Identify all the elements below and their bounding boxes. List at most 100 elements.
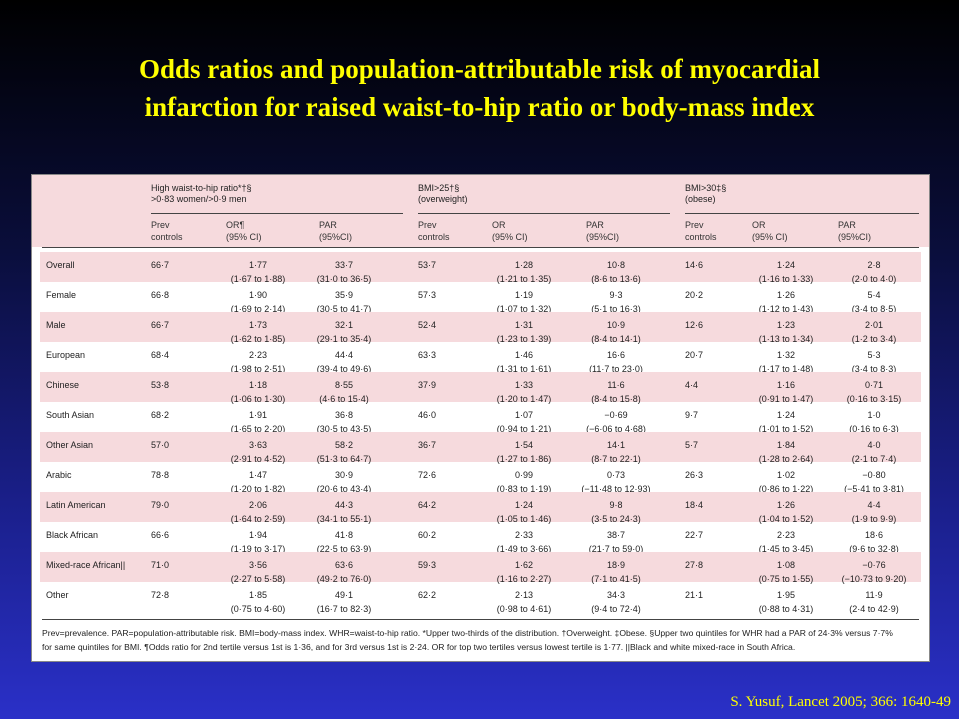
point-estimate: 2·23 (776, 530, 795, 540)
par-cell: 36·8 (30·5 to 43·5) (302, 408, 386, 436)
confidence-interval: (7·1 to 41·5) (591, 574, 641, 584)
point-estimate: 1·84 (776, 440, 795, 450)
prevalence-cell: 72·6 (418, 470, 437, 480)
confidence-interval: (1·62 to 1·85) (230, 334, 286, 344)
odds-ratio-cell: 1·54 (1·27 to 1·86) (478, 438, 570, 466)
table-row: European 68·4 2·23 (1·98 to 2·51) 44·4 (39·4 … (40, 342, 921, 374)
title-line-1: Odds ratios and population-attributable … (138, 54, 821, 84)
par-cell: 44·3 (34·1 to 55·1) (302, 498, 386, 526)
point-estimate: 8·55 (334, 380, 353, 390)
confidence-interval: (1·67 to 1·88) (230, 274, 286, 284)
prevalence-cell: 66·8 (151, 290, 170, 300)
confidence-interval: (3·4 to 8·5) (851, 304, 897, 314)
point-estimate: 1·0 (867, 410, 881, 420)
odds-ratio-cell: 1·24 (1·01 to 1·52) (740, 408, 832, 436)
par-cell: 14·1 (8·7 to 22·1) (562, 438, 670, 466)
row-label: European (46, 350, 86, 360)
prevalence-cell: 14·6 (685, 260, 704, 270)
confidence-interval: (−5·41 to 3·81) (844, 484, 904, 494)
point-estimate: 11·9 (865, 590, 883, 600)
odds-ratio-cell: 1·47 (1·20 to 1·82) (212, 468, 304, 496)
confidence-interval: (34·1 to 55·1) (316, 514, 372, 524)
prevalence-cell: 53·8 (151, 380, 170, 390)
point-estimate: 0·71 (864, 380, 883, 390)
table-row: Latin American 79·0 2·06 (1·64 to 2·59) 44·3… (40, 492, 921, 524)
point-estimate: 1·95 (776, 590, 795, 600)
point-estimate: 32·1 (334, 320, 353, 330)
prevalence-cell: 27·8 (685, 560, 704, 570)
odds-ratio-cell: 2·06 (1·64 to 2·59) (212, 498, 304, 526)
point-estimate: 30·9 (334, 470, 353, 480)
confidence-interval: (3·5 to 24·3) (591, 514, 641, 524)
confidence-interval: (1·12 to 1·43) (758, 304, 814, 314)
confidence-interval: (0·75 to 4·60) (230, 604, 286, 614)
confidence-interval: (0·98 to 4·61) (496, 604, 552, 614)
point-estimate: −0·80 (862, 470, 886, 480)
odds-ratio-cell: 1·24 (1·16 to 1·33) (740, 258, 832, 286)
confidence-interval: (31·0 to 36·5) (316, 274, 372, 284)
row-label: Other (46, 590, 69, 600)
odds-ratio-cell: 2·23 (1·98 to 2·51) (212, 348, 304, 376)
group-header-bmi25: BMI>25†§ (overweight) (418, 183, 468, 205)
confidence-interval: (0·83 to 1·19) (496, 484, 552, 494)
subheader-or: OR (95% CI) (492, 220, 528, 242)
prevalence-cell: 46·0 (418, 410, 437, 420)
prevalence-cell: 20·7 (685, 350, 704, 360)
confidence-interval: (0·16 to 6·3) (849, 424, 899, 434)
confidence-interval: (30·5 to 41·7) (316, 304, 372, 314)
point-estimate: 35·9 (334, 290, 353, 300)
point-estimate: 1·85 (248, 590, 267, 600)
confidence-interval: (−11·48 to 12·93) (581, 484, 651, 494)
odds-ratio-cell: 1·77 (1·67 to 1·88) (212, 258, 304, 286)
point-estimate: 1·62 (514, 560, 533, 570)
point-estimate: 1·91 (248, 410, 267, 420)
confidence-interval: (21·7 to 59·0) (588, 544, 644, 554)
point-estimate: 2·06 (248, 500, 267, 510)
subheader-prev: Prev controls (418, 220, 450, 242)
point-estimate: 0·73 (606, 470, 625, 480)
subheader-par: PAR (95%CI) (586, 220, 620, 242)
point-estimate: 1·77 (248, 260, 267, 270)
par-cell: 5·3 (3·4 to 8·3) (830, 348, 918, 376)
odds-ratio-cell: 1·31 (1·23 to 1·39) (478, 318, 570, 346)
point-estimate: 1·54 (514, 440, 533, 450)
prevalence-cell: 36·7 (418, 440, 437, 450)
row-label: Mixed-race African|| (46, 560, 126, 570)
prevalence-cell: 26·3 (685, 470, 704, 480)
par-cell: 30·9 (20·6 to 43·4) (302, 468, 386, 496)
confidence-interval: (9·6 to 32·8) (849, 544, 899, 554)
par-cell: 4·0 (2·1 to 7·4) (830, 438, 918, 466)
point-estimate: 16·6 (606, 350, 625, 360)
prevalence-cell: 64·2 (418, 500, 437, 510)
point-estimate: 1·28 (514, 260, 533, 270)
point-estimate: 1·07 (514, 410, 533, 420)
point-estimate: 38·7 (606, 530, 625, 540)
confidence-interval: (1·49 to 3·66) (496, 544, 552, 554)
confidence-interval: (1·45 to 3·45) (758, 544, 814, 554)
point-estimate: 2·8 (867, 260, 881, 270)
group-subtitle: (obese) (685, 194, 716, 204)
prevalence-cell: 22·7 (685, 530, 704, 540)
row-label: Latin American (46, 500, 106, 510)
confidence-interval: (0·91 to 1·47) (758, 394, 814, 404)
prevalence-cell: 66·6 (151, 530, 170, 540)
odds-ratio-cell: 1·90 (1·69 to 2·14) (212, 288, 304, 316)
confidence-interval: (30·5 to 43·5) (316, 424, 372, 434)
prevalence-cell: 63·3 (418, 350, 437, 360)
row-label: Arabic (46, 470, 72, 480)
row-label: Male (46, 320, 66, 330)
point-estimate: 2·01 (864, 320, 883, 330)
odds-ratio-cell: 1·33 (1·20 to 1·47) (478, 378, 570, 406)
group-title: BMI>25†§ (418, 183, 460, 193)
point-estimate: 1·90 (248, 290, 267, 300)
point-estimate: 1·47 (248, 470, 267, 480)
point-estimate: 0·99 (514, 470, 533, 480)
table-row: South Asian 68·2 1·91 (1·65 to 2·20) 36·8 (30… (40, 402, 921, 434)
odds-ratio-cell: 1·16 (0·91 to 1·47) (740, 378, 832, 406)
confidence-interval: (22·5 to 63·9) (316, 544, 372, 554)
row-label: Overall (46, 260, 75, 270)
odds-ratio-cell: 2·13 (0·98 to 4·61) (478, 588, 570, 616)
confidence-interval: (1·69 to 2·14) (230, 304, 286, 314)
par-cell: 33·7 (31·0 to 36·5) (302, 258, 386, 286)
point-estimate: 1·23 (776, 320, 795, 330)
